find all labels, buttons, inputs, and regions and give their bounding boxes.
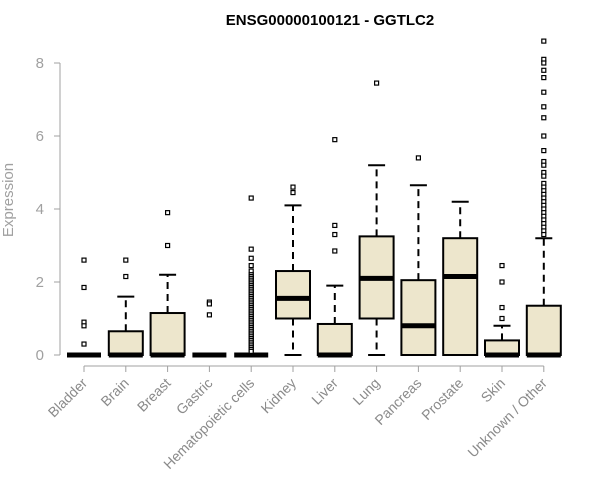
outlier-point — [541, 60, 547, 66]
box-group — [442, 200, 479, 356]
axes: 0 2 4 6 8 — [36, 55, 545, 372]
outlier-point — [248, 246, 254, 252]
y-tick-label: 8 — [36, 55, 44, 72]
outlier-point — [499, 262, 505, 269]
outlier-point — [206, 301, 212, 307]
outlier-point — [165, 242, 171, 249]
outlier-point — [541, 115, 547, 121]
outlier-point — [123, 257, 129, 263]
outlier-point — [248, 262, 254, 269]
outlier-point — [81, 323, 87, 329]
box — [275, 270, 311, 320]
box — [316, 322, 353, 357]
outlier-point — [248, 255, 254, 261]
outlier-point — [541, 104, 547, 110]
boxes — [67, 38, 562, 358]
outlier-point — [332, 231, 338, 238]
outlier-point — [541, 231, 547, 238]
outlier-point — [248, 195, 254, 201]
outlier-point — [332, 137, 338, 143]
box-group — [525, 38, 562, 358]
chart-title: ENSG00000100121 - GGTLC2 — [226, 12, 434, 29]
x-tick-label: Bladder — [45, 375, 91, 421]
x-tick-label: Liver — [308, 375, 341, 408]
y-tick-label: 2 — [36, 274, 44, 291]
x-tick-label: Breast — [134, 375, 174, 415]
x-tick-label: Brain — [97, 375, 131, 409]
x-tick-label: Unknown / Other — [464, 375, 550, 461]
outlier-point — [541, 89, 547, 95]
outlier-point — [206, 312, 212, 318]
x-tick-label: Prostate — [418, 375, 466, 423]
box-group — [275, 184, 311, 356]
outlier-point — [541, 162, 547, 168]
box — [107, 330, 144, 356]
y-tick-label: 6 — [36, 128, 44, 145]
x-tick-label: Skin — [478, 375, 509, 406]
outlier-point — [290, 184, 296, 190]
outlier-point — [541, 38, 547, 44]
y-tick-label: 0 — [36, 347, 44, 364]
box-group — [358, 80, 395, 356]
box — [400, 279, 437, 356]
outlier-point — [81, 257, 87, 263]
x-tick-label: Kidney — [258, 375, 300, 417]
outlier-point — [541, 173, 547, 179]
box — [525, 304, 562, 357]
y-axis-label: Expression — [0, 163, 17, 237]
outlier-point — [541, 148, 547, 154]
outlier-point — [165, 210, 171, 216]
y-tick-label: 4 — [36, 201, 44, 218]
outlier-point — [123, 273, 129, 280]
box-group — [107, 257, 144, 358]
box — [149, 312, 186, 356]
box-group — [400, 155, 437, 356]
outlier-point — [541, 74, 547, 81]
box-group — [67, 257, 101, 358]
outlier-point — [332, 222, 338, 229]
outlier-point — [81, 284, 87, 291]
outlier-point — [81, 341, 87, 347]
x-tick-label: Lung — [349, 375, 382, 408]
box-group — [149, 210, 186, 358]
outlier-point — [332, 248, 338, 254]
box-group — [316, 137, 353, 358]
outlier-point — [415, 155, 421, 161]
box — [442, 237, 479, 356]
outlier-point — [248, 348, 254, 354]
outlier-point — [541, 133, 547, 139]
outlier-point — [499, 279, 505, 285]
outlier-point — [374, 80, 380, 86]
outlier-point — [290, 189, 296, 196]
outlier-point — [541, 67, 547, 73]
box-group — [192, 299, 227, 358]
box-group — [234, 195, 269, 358]
outlier-point — [499, 304, 505, 311]
outlier-point — [499, 315, 505, 322]
box-group — [484, 262, 520, 358]
